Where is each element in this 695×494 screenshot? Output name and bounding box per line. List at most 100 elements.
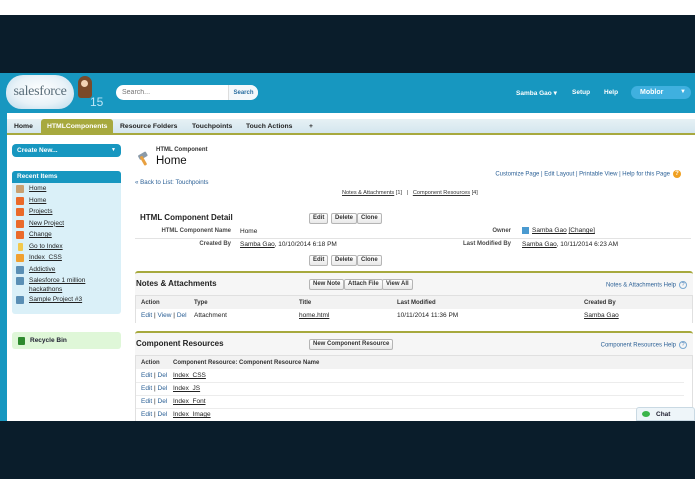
last-modified-link[interactable]: Samba Gao — [522, 241, 557, 248]
create-new-button[interactable]: Create New... ▼ — [12, 144, 121, 157]
del-link[interactable]: Del — [176, 312, 187, 319]
last-modified-label: Last Modified By — [462, 241, 511, 247]
col-action: Action — [141, 360, 160, 366]
clone-button[interactable]: Clone — [357, 213, 382, 224]
recent-item[interactable]: New Project — [12, 219, 121, 229]
tab-touch-actions[interactable]: Touch Actions — [246, 123, 293, 130]
recent-item[interactable]: Addictive — [12, 265, 121, 275]
new-note-button[interactable]: New Note — [309, 279, 345, 290]
recent-item[interactable]: Change — [12, 230, 121, 240]
chart-icon — [16, 296, 24, 305]
delete-button[interactable]: Delete — [331, 213, 358, 224]
recent-item-link[interactable]: New Project — [29, 219, 65, 227]
del-link[interactable]: Del — [157, 411, 168, 418]
page-links-text[interactable]: Customize Page | Edit Layout | Printable… — [495, 171, 670, 178]
view-link[interactable]: View — [157, 312, 172, 319]
related-list-links: Notes & Attachments [1] | Component Reso… — [342, 190, 478, 196]
notes-attachments-link[interactable]: Notes & Attachments — [342, 190, 395, 196]
recent-item-link[interactable]: Index_CSS — [29, 254, 62, 262]
edit-button[interactable]: Edit — [309, 213, 329, 224]
owner-value: Samba Gao [Change] — [522, 227, 595, 234]
recent-item[interactable]: Go to Index — [12, 242, 121, 252]
resource-link[interactable]: Index_Image — [173, 411, 211, 418]
flag-icon — [16, 231, 24, 240]
recent-item[interactable]: Home — [12, 184, 121, 194]
change-owner-link[interactable]: [Change] — [568, 227, 595, 235]
recent-item[interactable]: Sample Project #3 — [12, 295, 121, 305]
recent-item-link[interactable]: Sample Project #3 — [29, 296, 83, 304]
attach-file-button[interactable]: Attach File — [344, 279, 383, 290]
recent-item-link[interactable]: Addictive — [29, 265, 56, 273]
recent-item-link[interactable]: Salesforce 1 million hackathons — [29, 277, 86, 294]
separator: | — [406, 190, 409, 196]
help-link[interactable]: Help — [604, 89, 619, 96]
edit-link[interactable]: Edit — [141, 372, 153, 379]
help-icon[interactable]: ? — [673, 170, 681, 178]
new-component-resource-button[interactable]: New Component Resource — [309, 339, 394, 350]
chat-button[interactable]: Chat — [636, 407, 695, 421]
created-by-link[interactable]: Samba Gao — [240, 241, 275, 248]
recent-item[interactable]: Home — [12, 196, 121, 206]
row-title-link[interactable]: home.html — [299, 312, 330, 319]
recycle-bin[interactable]: Recycle Bin — [12, 332, 121, 349]
resource-link[interactable]: Index_JS — [173, 385, 201, 392]
resources-table: Action Component Resource: Component Res… — [135, 355, 693, 421]
row-divider — [136, 395, 684, 396]
created-by-label: Created By — [199, 241, 231, 247]
recent-item-link[interactable]: Change — [29, 231, 52, 239]
search-input[interactable] — [116, 85, 228, 100]
search-button[interactable]: Search — [228, 85, 258, 100]
row-type: Attachment — [194, 312, 227, 319]
bottom-margin — [0, 479, 695, 494]
row-divider — [136, 408, 684, 409]
back-to-list-link[interactable]: « Back to List: Touchpoints — [135, 179, 209, 186]
recent-item-link[interactable]: Projects — [29, 208, 53, 216]
row-created-by-link[interactable]: Samba Gao — [584, 312, 619, 319]
del-link[interactable]: Del — [157, 372, 168, 379]
recent-item-link[interactable]: Go to Index — [29, 242, 63, 250]
del-link[interactable]: Del — [157, 385, 168, 392]
edit-button-bottom[interactable]: Edit — [309, 255, 329, 266]
del-link[interactable]: Del — [157, 398, 168, 405]
resource-link[interactable]: Index_Font — [173, 398, 206, 405]
view-all-button[interactable]: View All — [382, 279, 413, 290]
detail-section-title: HTML Component Detail — [140, 213, 233, 222]
recent-item-link[interactable]: Home — [29, 196, 47, 204]
last-modified-value: Samba Gao, 10/11/2014 6:23 AM — [522, 241, 618, 248]
tab-home[interactable]: Home — [14, 123, 33, 130]
recent-item-link[interactable]: Home — [29, 185, 47, 193]
notes-help-link[interactable]: Notes & Attachments Help? — [606, 281, 687, 289]
edit-link[interactable]: Edit — [141, 385, 153, 392]
tab-htmlcomponents[interactable]: HTMLComponents — [41, 119, 114, 135]
resource-link[interactable]: Index_CSS — [173, 372, 206, 379]
edit-link[interactable]: Edit — [141, 312, 153, 319]
user-menu[interactable]: Samba Gao ▾ — [516, 89, 557, 97]
recent-item[interactable]: Index_CSS — [12, 253, 121, 263]
tab-resource-folders[interactable]: Resource Folders — [120, 123, 178, 130]
tab-touchpoints[interactable]: Touchpoints — [192, 123, 233, 130]
user-icon — [522, 227, 529, 234]
salesforce-logo[interactable]: salesforce — [6, 75, 74, 109]
chart-icon — [16, 277, 24, 286]
chat-icon — [642, 411, 650, 417]
component-resources-link[interactable]: Component Resources — [412, 190, 471, 196]
delete-button-bottom[interactable]: Delete — [331, 255, 358, 266]
add-tab-button[interactable]: + — [309, 123, 313, 130]
recent-item[interactable]: Salesforce 1 million hackathons — [12, 276, 107, 294]
owner-link[interactable]: Samba Gao — [532, 227, 567, 235]
left-frame-bar — [0, 113, 7, 421]
resources-help-link[interactable]: Component Resources Help? — [601, 341, 687, 349]
app-picker[interactable]: Moblor ▼ — [631, 86, 691, 99]
flag-icon — [16, 196, 24, 205]
help-icon: ? — [679, 341, 687, 349]
main-content: HTML Component Home « Back to List: Touc… — [131, 137, 695, 421]
setup-link[interactable]: Setup — [572, 89, 591, 96]
clone-button-bottom[interactable]: Clone — [357, 255, 382, 266]
recent-item[interactable]: Projects — [12, 207, 121, 217]
edit-link[interactable]: Edit — [141, 411, 153, 418]
top-margin — [0, 0, 695, 15]
app-picker-label: Moblor — [640, 89, 664, 96]
recycle-bin-icon — [18, 336, 25, 345]
edit-link[interactable]: Edit — [141, 398, 153, 405]
page-title: Home — [156, 155, 187, 167]
